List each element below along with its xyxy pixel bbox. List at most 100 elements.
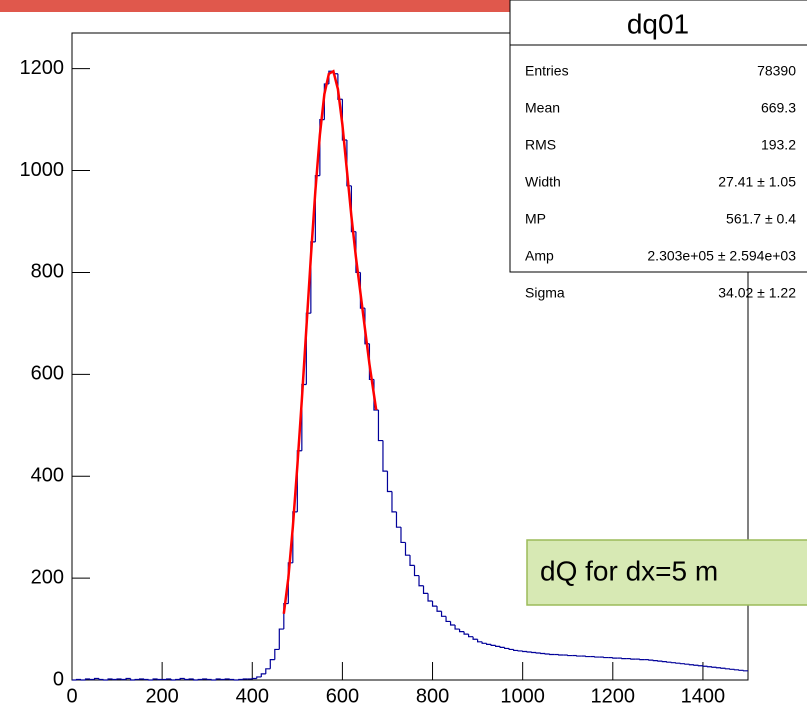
stats-value: 27.41 ± 1.05	[718, 174, 796, 190]
histogram-bin	[166, 678, 172, 680]
histogram-bin	[116, 678, 122, 680]
histogram-bin	[445, 616, 451, 623]
stats-label: Sigma	[525, 285, 565, 301]
histogram-bin	[436, 606, 442, 612]
histogram-bin	[157, 678, 163, 681]
y-tick-label: 0	[53, 668, 64, 690]
histogram-bin	[472, 636, 478, 640]
histogram-bin	[486, 643, 492, 645]
annotation: dQ for dx=5 m	[540, 555, 718, 586]
stats-title: dq01	[627, 8, 689, 39]
y-tick-label: 600	[31, 363, 64, 385]
histogram-bin	[675, 662, 681, 664]
stats-value: 193.2	[761, 137, 796, 153]
histogram-bin	[535, 652, 541, 654]
histogram-bin	[490, 644, 496, 646]
histogram-bin	[711, 666, 717, 668]
histogram-bin	[661, 661, 667, 663]
histogram-bin	[386, 471, 392, 493]
histogram-bin	[409, 555, 415, 566]
histogram-bin	[549, 653, 555, 656]
stats-label: Entries	[525, 63, 569, 79]
histogram-bin	[729, 668, 735, 670]
stats-rows: Entries 78390 Mean 669.3 RMS 193.2 Width 27.41 …	[525, 63, 796, 301]
histogram-bin	[688, 664, 694, 666]
histogram-bin	[337, 73, 343, 100]
histogram-bin	[724, 668, 730, 670]
histogram-bin	[697, 665, 703, 667]
stats-label: Mean	[525, 100, 560, 116]
histogram-bin	[211, 679, 217, 681]
histogram-bin	[229, 678, 235, 681]
histogram-bin	[319, 119, 325, 176]
histogram-bin	[526, 651, 532, 653]
stats-value: 78390	[757, 63, 796, 79]
x-tick-label: 1000	[500, 685, 545, 707]
histogram-bin	[657, 660, 663, 662]
histogram-bin	[341, 99, 347, 141]
x-tick-label: 800	[416, 685, 449, 707]
histogram-bin	[377, 409, 383, 442]
histogram-bin	[481, 641, 487, 644]
histogram-bin	[440, 611, 447, 617]
histogram-bin	[202, 678, 208, 680]
histogram-bin	[422, 585, 429, 594]
y-tick-label: 1000	[20, 159, 65, 181]
histogram-bin	[125, 677, 131, 680]
histogram-bin	[265, 668, 271, 674]
histogram-bin	[382, 440, 388, 472]
histogram-bin	[134, 678, 140, 681]
histogram-bin	[449, 621, 456, 626]
histogram-bin	[477, 639, 483, 643]
histogram-bin	[467, 634, 474, 638]
histogram-bin	[427, 593, 433, 602]
y-tick-label: 400	[31, 465, 64, 487]
histogram-bin	[84, 678, 91, 680]
stats-value: 561.7 ± 0.4	[726, 211, 796, 227]
histogram-bin	[256, 676, 262, 679]
histogram-bin	[148, 679, 154, 681]
histogram-bin	[107, 678, 113, 680]
histogram-bin	[179, 677, 185, 680]
histogram-bin	[630, 658, 636, 660]
histogram-bin	[733, 669, 739, 671]
histogram-bin	[517, 650, 523, 652]
histogram-bin	[742, 670, 748, 672]
histogram-bin	[738, 669, 744, 671]
histogram-bin	[693, 664, 699, 666]
plot-frame	[71, 32, 749, 681]
histogram-bin	[89, 678, 95, 681]
stats-value: 669.3	[761, 100, 796, 116]
histogram-bin	[670, 662, 676, 664]
plot-area	[71, 68, 748, 681]
histogram-bin	[603, 656, 609, 659]
histogram-bin	[350, 185, 356, 233]
annotation-box	[526, 539, 807, 606]
histogram-bin	[679, 663, 685, 665]
histogram-bin	[274, 648, 280, 660]
x-tick-label: 0	[66, 685, 77, 707]
histogram-bin	[98, 678, 104, 681]
histogram-bin	[251, 677, 257, 680]
histogram-bin	[120, 678, 127, 681]
histogram-bin	[612, 657, 618, 659]
histogram-bin	[454, 624, 460, 630]
histogram-bin	[576, 655, 582, 657]
histogram-bin	[666, 661, 672, 663]
x-tick-label: 400	[236, 685, 269, 707]
histogram-bin	[287, 562, 293, 604]
histogram-bin	[463, 631, 469, 635]
y-tick-label: 200	[31, 566, 64, 588]
histogram-bin	[188, 678, 194, 680]
histogram-bin	[152, 678, 158, 680]
stats-label: Amp	[525, 248, 554, 264]
histogram-bin	[499, 646, 505, 648]
histogram-bin	[621, 658, 627, 660]
histogram-bin	[404, 542, 410, 556]
histogram-bin	[75, 678, 82, 681]
histogram-bin	[720, 667, 726, 669]
histogram-bin	[175, 678, 181, 681]
x-tick-label: 600	[326, 685, 359, 707]
histogram-bin	[540, 652, 546, 655]
histogram-bin	[143, 678, 149, 681]
